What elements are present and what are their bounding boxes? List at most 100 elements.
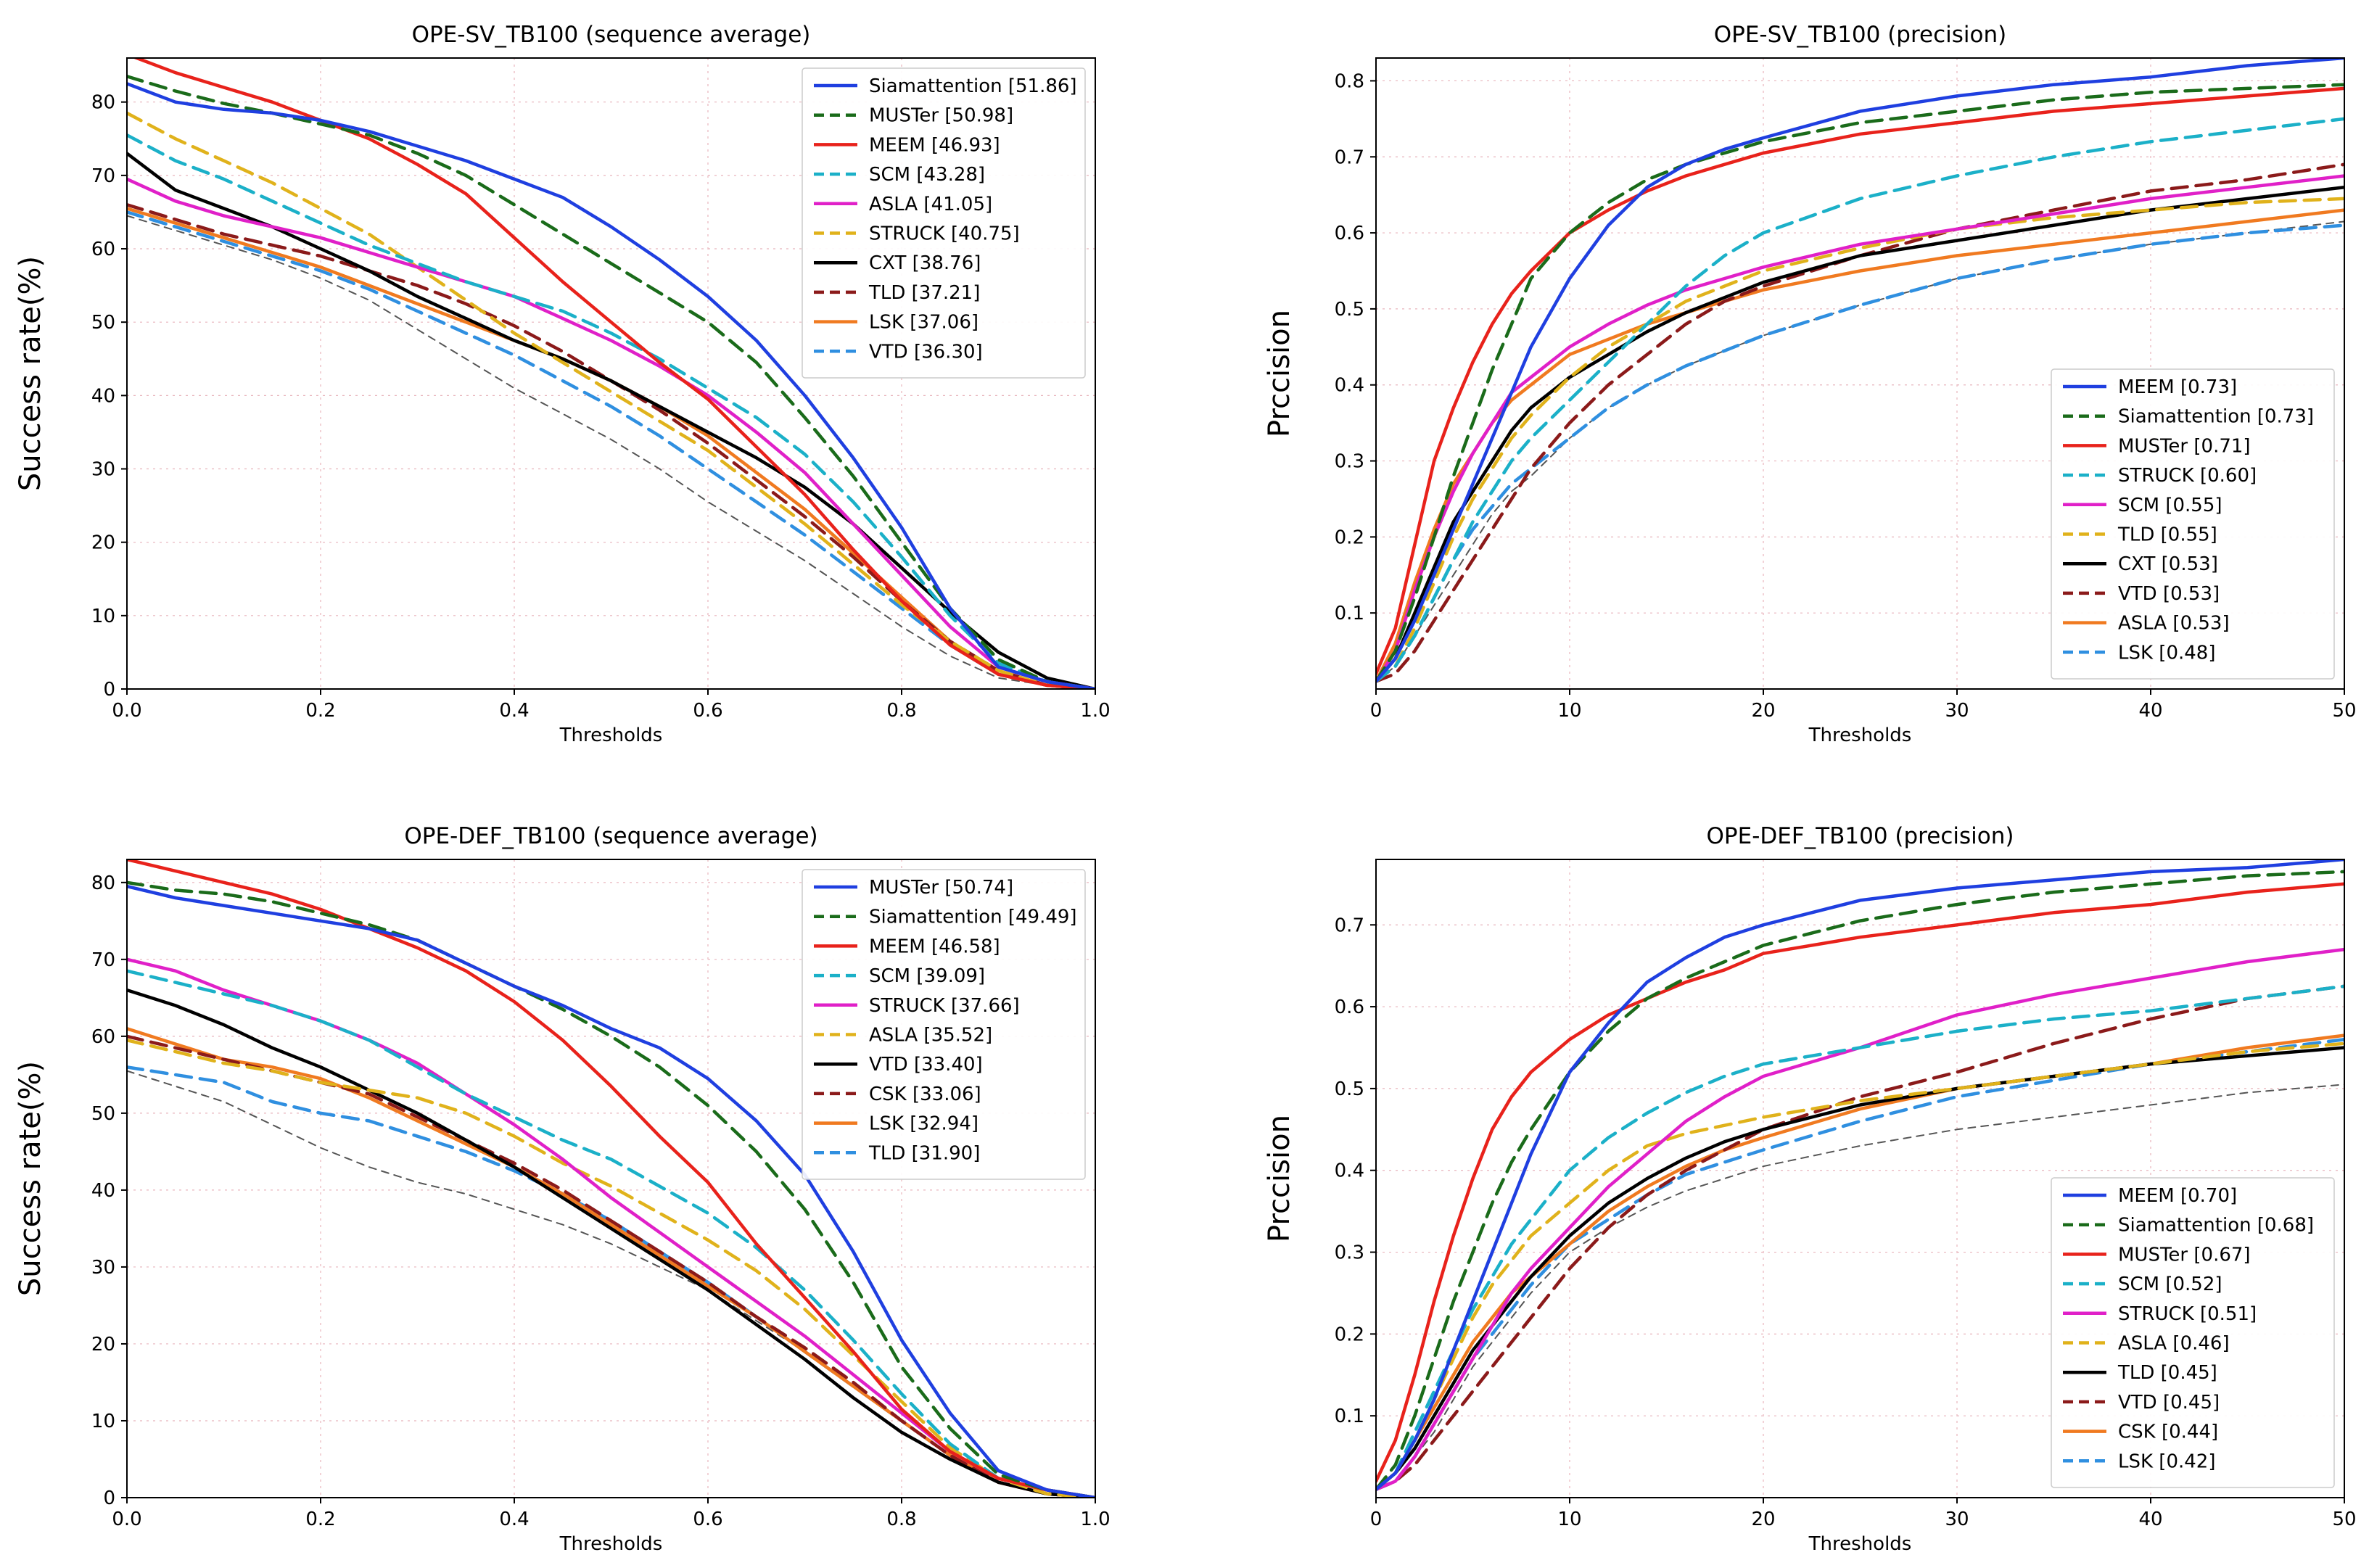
x-tick-label: 50 [2332, 1509, 2356, 1530]
x-tick-label: 40 [2138, 700, 2162, 722]
y-tick-label: 80 [91, 872, 115, 894]
x-tick-label: 1.0 [1080, 700, 1110, 722]
series-line-asla [127, 1038, 1095, 1498]
series-group [1376, 58, 2344, 683]
legend-label: LSK [0.48] [2118, 642, 2215, 664]
x-tick-label: 50 [2332, 700, 2356, 722]
series-line-muster [1376, 86, 2344, 676]
legend-label: MEEM [46.58] [869, 936, 1000, 957]
legend-label: SCM [43.28] [869, 164, 985, 186]
legend-label: TLD [0.45] [2117, 1362, 2217, 1384]
series-group [127, 58, 1095, 689]
series-line-siamattention [127, 82, 1095, 689]
y-tick-label: 70 [91, 165, 115, 187]
legend-label: SCM [0.52] [2118, 1274, 2222, 1295]
legend-box [2051, 368, 2335, 680]
series-line-vtd [1376, 984, 2344, 1491]
series-line-lsk [1376, 223, 2344, 683]
plot-frame [126, 57, 1096, 690]
series-line-muster [1376, 882, 2344, 1483]
legend: Siamattention [51.86] MUSTer [50.98] MEEM … [802, 67, 1086, 379]
legend-label: MUSTer [0.67] [2118, 1244, 2251, 1266]
y-tick-label: 60 [91, 1026, 115, 1048]
x-axis-label: Thresholds [559, 1533, 663, 1555]
x-tick-label: 0.6 [693, 700, 722, 722]
y-tick-label: 50 [91, 1103, 115, 1125]
chart-title: OPE-DEF_TB100 (precision) [1707, 823, 2014, 849]
y-axis-label: Success rate(%) [14, 1061, 47, 1296]
y-axis-label: Prccision [1263, 1115, 1296, 1242]
series-line-asla [127, 177, 1095, 689]
x-tick-label: 0.4 [499, 700, 529, 722]
series-group [1376, 859, 2344, 1491]
legend-label: TLD [0.55] [2117, 524, 2217, 546]
legend-label: TLD [31.90] [868, 1142, 980, 1164]
legend-label: ASLA [0.46] [2118, 1333, 2230, 1355]
x-tick-label: 10 [1557, 1509, 1581, 1530]
legend-label: VTD [0.53] [2118, 583, 2220, 605]
x-tick-label: 1.0 [1080, 1509, 1110, 1530]
y-tick-label: 40 [91, 1180, 115, 1202]
x-tick-label: 0.8 [886, 1509, 916, 1530]
series-line-unlabeled [127, 1070, 1095, 1498]
y-tick-label: 60 [91, 239, 115, 260]
series-line-vtd [1376, 162, 2344, 683]
chart-1: 0.0 0.2 0.4 0.6 0.8 1.0 0 10 20 30 40 50 60 70 80 OPE-S… [14, 22, 1111, 746]
y-tick-label: 0.7 [1335, 915, 1364, 936]
series-line-siamattention [1376, 870, 2344, 1491]
y-tick-label: 0.1 [1335, 1406, 1364, 1427]
y-tick-label: 50 [91, 312, 115, 334]
series-line-siamattention [1376, 83, 2344, 683]
y-tick-label: 0 [103, 679, 115, 701]
y-tick-label: 20 [91, 532, 115, 554]
y-tick-label: 0.4 [1335, 375, 1364, 397]
legend-label: STRUCK [0.60] [2118, 465, 2257, 487]
legend-label: Siamattention [49.49] [869, 907, 1077, 928]
y-tick-label: 30 [91, 1257, 115, 1279]
y-axis-label: Prccision [1263, 310, 1296, 437]
plot-frame [1375, 57, 2345, 690]
y-tick-label: 0.6 [1335, 223, 1364, 244]
legend-label: Siamattention [0.73] [2118, 406, 2314, 428]
y-tick-label: 0.6 [1335, 996, 1364, 1018]
series-line-scm [1376, 984, 2344, 1491]
y-tick-label: 10 [91, 1411, 115, 1432]
chart-2: 0 10 20 30 40 50 0.1 0.2 0.3 0.4 0.5 0.6 0.7 0.8 OPE-S… [1263, 22, 2357, 746]
legend: MEEM [0.70] Siamattention [0.68] MUSTer [0… [2051, 1177, 2335, 1488]
chart-title: OPE-DEF_TB100 (sequence average) [404, 823, 817, 849]
series-line-scm [127, 133, 1095, 689]
y-tick-label: 0 [103, 1487, 115, 1509]
y-axis-label: Success rate(%) [14, 256, 47, 491]
legend-label: MUSTer [50.74] [869, 877, 1013, 899]
x-tick-label: 0 [1370, 700, 1383, 722]
x-tick-label: 0 [1370, 1509, 1383, 1530]
x-tick-label: 0.6 [693, 1509, 722, 1530]
legend-label: STRUCK [40.75] [869, 223, 1020, 245]
series-line-siamattention [127, 880, 1095, 1498]
series-line-scm [127, 969, 1095, 1498]
x-tick-label: 0.2 [305, 700, 335, 722]
x-tick-label: 0.0 [112, 700, 141, 722]
series-line-struck [1376, 117, 2344, 683]
y-tick-label: 70 [91, 949, 115, 971]
legend-label: ASLA [35.52] [869, 1025, 992, 1047]
legend-label: MEEM [0.70] [2118, 1185, 2237, 1207]
legend-label: Siamattention [0.68] [2118, 1215, 2314, 1237]
y-tick-label: 40 [91, 385, 115, 407]
plot-frame [126, 859, 1096, 1498]
legend-label: MUSTer [0.71] [2118, 435, 2251, 457]
legend-label: MEEM [0.73] [2118, 376, 2237, 398]
series-line-muster [127, 75, 1095, 689]
series-line-struck [1376, 947, 2344, 1491]
legend-label: Siamattention [51.86] [869, 75, 1077, 97]
legend-box [802, 67, 1086, 379]
legend-label: SCM [0.55] [2118, 495, 2222, 516]
legend-label: VTD [36.30] [869, 341, 983, 363]
legend: MEEM [0.73] Siamattention [0.73] MUSTer [0… [2051, 368, 2335, 680]
legend-label: CXT [0.53] [2118, 553, 2218, 575]
legend-label: CSK [0.44] [2118, 1421, 2218, 1443]
y-tick-label: 0.5 [1335, 299, 1364, 321]
series-line-vtd [127, 988, 1095, 1498]
legend-label: SCM [39.09] [869, 965, 985, 987]
legend-label: LSK [32.94] [869, 1113, 978, 1135]
